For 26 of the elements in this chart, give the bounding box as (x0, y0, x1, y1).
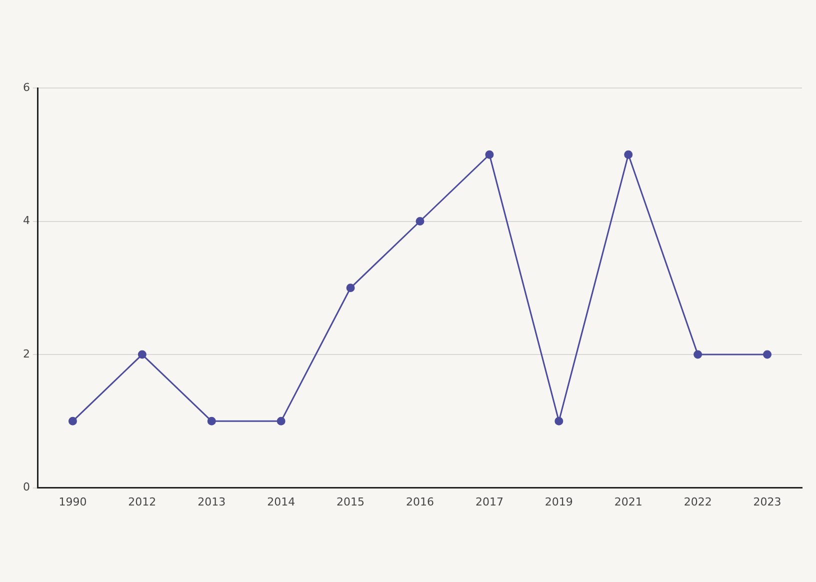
point (554, 416, 564, 426)
y-tick-label: 4 (23, 214, 30, 228)
point (624, 150, 633, 159)
point (416, 217, 424, 226)
y-tick-label: 0 (23, 480, 30, 494)
y-tick-label: 2 (23, 347, 30, 360)
point (138, 350, 146, 359)
x-tick-label: 2015 (336, 495, 365, 508)
point (346, 284, 355, 292)
x-tick-label: 1990 (58, 495, 87, 508)
x-tick-label: 2012 (128, 495, 156, 508)
x-tick-label: 2014 (267, 495, 296, 508)
x-tick-label: 2017 (475, 495, 504, 508)
x-tick-label: 2016 (406, 495, 434, 508)
x-tick-label: 2019 (544, 495, 573, 508)
point (276, 416, 286, 426)
x-tick-label: 2013 (198, 495, 226, 508)
y-tick-label: 6 (23, 80, 30, 94)
x-tick-label: 2021 (614, 495, 642, 508)
point (68, 416, 77, 426)
point (694, 350, 702, 359)
x-tick-label: 2023 (753, 495, 782, 508)
x-tick-label: 2022 (684, 495, 712, 508)
point (763, 350, 772, 359)
point (485, 150, 494, 159)
point (207, 416, 216, 426)
